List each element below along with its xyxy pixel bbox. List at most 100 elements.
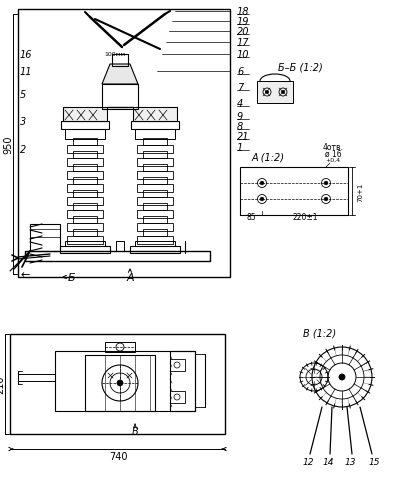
Text: 11: 11 [20,67,32,77]
Bar [55,351,195,411]
Bar [135,130,175,140]
Bar [67,146,103,154]
Circle shape [260,198,264,202]
Circle shape [282,91,284,94]
Text: 100мм: 100мм [104,52,126,58]
Text: 5: 5 [20,90,26,100]
Bar [137,198,173,205]
Text: 20: 20 [237,27,250,37]
Text: В (1:2): В (1:2) [304,327,336,337]
Bar [60,247,110,253]
Bar [105,342,135,352]
Text: 4отв.: 4отв. [322,143,344,152]
Bar [143,165,167,172]
Text: 15: 15 [368,457,380,467]
Bar [137,115,173,122]
Bar [73,191,97,198]
Text: +0,4: +0,4 [326,157,340,162]
Bar [170,351,195,411]
Bar [102,85,138,110]
Text: А: А [126,273,134,282]
Bar [65,241,105,247]
Text: 2: 2 [20,144,26,155]
Polygon shape [102,65,138,85]
Text: 70+1: 70+1 [357,182,363,201]
Bar [170,359,185,371]
Bar [67,115,103,122]
Text: 21: 21 [237,132,250,142]
Bar [112,55,128,67]
Text: 14: 14 [322,457,334,467]
Text: Б–Б (1:2): Б–Б (1:2) [278,63,322,73]
Text: 19: 19 [237,17,250,27]
Bar [73,165,97,172]
Bar [143,152,167,159]
Bar [133,108,177,122]
Text: ø 16: ø 16 [325,149,341,158]
Text: 210: 210 [0,375,5,394]
Text: ←: ← [20,269,30,279]
Bar [67,198,103,205]
Bar [130,247,180,253]
Text: 220±1: 220±1 [292,213,318,222]
Bar [73,178,97,185]
Bar [137,224,173,231]
Bar [67,237,103,244]
Bar [137,237,173,244]
Bar [30,225,60,252]
Circle shape [260,182,264,185]
Text: 10: 10 [237,50,250,60]
Bar [143,178,167,185]
Bar [135,241,175,247]
Text: 3: 3 [20,117,26,127]
Bar [67,159,103,167]
Bar [73,139,97,146]
Bar [257,82,293,104]
Text: 9: 9 [237,112,243,122]
Text: 740: 740 [109,451,127,461]
Bar [85,355,155,411]
Bar [143,229,167,237]
Bar [73,216,97,224]
Bar [73,204,97,211]
Circle shape [266,91,268,94]
Text: 13: 13 [344,457,356,467]
Bar [137,172,173,180]
Text: 4: 4 [237,99,243,109]
Bar [67,211,103,218]
Bar [170,391,185,403]
Text: 1: 1 [237,143,243,153]
Text: 18: 18 [237,7,250,17]
Bar [137,185,173,192]
Bar [116,241,124,252]
Bar [131,122,179,130]
Bar [10,334,225,434]
Bar [67,172,103,180]
Text: 950: 950 [3,135,13,154]
Bar [143,204,167,211]
Bar [67,224,103,231]
Circle shape [117,380,123,386]
Text: 16: 16 [20,50,32,60]
Circle shape [339,374,345,380]
Bar [143,191,167,198]
Bar [137,211,173,218]
Bar [137,146,173,154]
Bar [137,159,173,167]
Text: 85: 85 [246,213,256,222]
Text: 12: 12 [302,457,314,467]
Bar [25,252,210,262]
Bar [63,108,107,122]
Circle shape [324,182,328,185]
Text: А (1:2): А (1:2) [252,152,284,162]
Bar [73,152,97,159]
Text: 8: 8 [237,122,243,132]
Bar [18,10,230,277]
Bar [143,216,167,224]
Circle shape [324,198,328,202]
Bar [240,168,348,216]
Text: 7: 7 [237,83,243,93]
Text: 17: 17 [237,38,250,48]
Bar [61,122,109,130]
Bar [143,139,167,146]
